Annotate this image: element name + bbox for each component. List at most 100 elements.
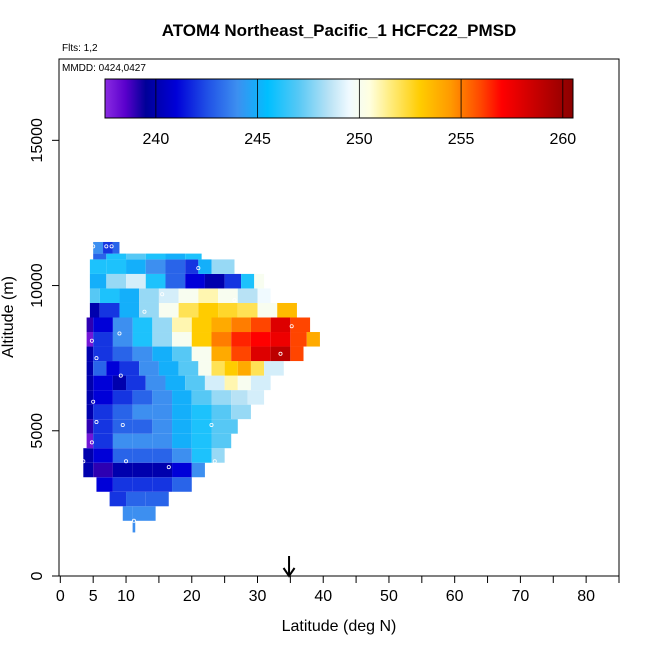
heatmap-cell [241,273,255,289]
heatmap-cell [132,520,136,533]
heatmap-cell [93,433,113,449]
heatmap-cell [112,477,133,492]
sample-point [289,324,294,329]
heatmap-cell [231,317,251,333]
heatmap-cell [106,273,127,289]
colorbar-tick-label: 245 [244,131,271,148]
heatmap-cell [191,433,212,449]
heatmap-cell [119,302,140,318]
heatmap-cell [247,390,265,405]
heatmap-cell [237,288,258,303]
heatmap-cell [132,506,156,521]
heatmap-cell [139,361,159,376]
heatmap-cell [250,346,271,362]
heatmap-cell [218,288,238,303]
heatmap-cell [132,448,153,463]
heatmap-cell [254,273,265,289]
heatmap-cell [132,477,153,492]
heatmap-cell [250,317,271,333]
heatmap-cell [191,419,212,434]
x-tick-label: 80 [577,588,595,605]
heatmap-cell [112,448,133,463]
heatmap-cell [93,332,113,347]
heatmap-cell [264,361,284,376]
heatmap-cell [211,419,238,434]
heatmap-cell [93,253,107,260]
heatmap-cell [86,375,94,391]
heatmap-cell [112,375,127,391]
heatmap-cell [204,375,225,391]
heatmap-cell [198,302,219,318]
heatmap-cell [158,302,179,318]
heatmap-cell [165,259,186,274]
heatmap-cell [191,448,212,463]
heatmap-cell [198,288,219,303]
heatmap-cell [172,346,192,362]
heatmap-cell [172,433,192,449]
colorbar-tick-label: 250 [346,131,373,148]
heatmap-cell [152,477,173,492]
heatmap-cell [112,433,133,449]
heatmap-cell [158,361,179,376]
heatmap-cell [119,288,140,303]
heatmap-cell [178,288,199,303]
heatmap-cell [290,346,304,362]
heatmap-cell [126,253,146,260]
heatmap-cell [185,375,205,391]
x-tick-label: 20 [183,588,201,605]
heatmap-cell [198,259,212,274]
heatmap-cell [224,361,238,376]
sample-point [212,459,217,464]
heatmap-cell [237,375,251,391]
heatmap-cell [257,288,271,303]
heatmap-cell [231,346,251,362]
heatmap-cell [106,253,127,260]
sample-point [94,420,99,425]
heatmap-cell [126,273,146,289]
heatmap-cell [119,361,140,376]
heatmap-cell [185,273,205,289]
sample-point [120,422,125,427]
heatmap-cell [83,448,94,463]
heatmap-cell [132,433,153,449]
heatmap-cell [145,375,166,391]
heatmap-cell [93,462,113,478]
heatmap-cell [96,477,113,492]
heatmap-cell [211,346,232,362]
sample-point [109,244,114,249]
sample-point [196,266,201,271]
heatmap-cell [112,462,133,478]
heatmap-cell [126,375,146,391]
sample-point [160,292,165,297]
heatmap-cell [257,302,278,318]
heatmap-cell [211,448,225,463]
sample-point [124,459,129,464]
sample-point [209,422,214,427]
heatmap-cell [83,462,94,478]
heatmap-cell [86,317,94,333]
heatmap-cell [152,404,173,420]
y-axis: 0 5000 10000 15000 [29,118,59,580]
heatmap-cell [145,259,166,274]
sample-point [117,331,122,336]
heatmap-cell [237,361,251,376]
colorbar-tick-label: 255 [448,131,475,148]
sample-point [104,244,109,249]
heatmap-cell [204,273,225,289]
colorbar-tick-lines [155,79,564,118]
sample-point [118,373,123,378]
heatmap-cell [158,288,179,303]
y-axis-label: Altitude (m) [0,276,17,358]
heatmap-cell [152,317,173,333]
heatmap-cell [172,477,192,492]
heatmap-cell [93,375,113,391]
heatmap-cell [152,332,173,347]
heatmap-cell [132,462,153,478]
heatmap-cell [172,404,192,420]
heatmap-cell [172,462,192,478]
heatmap-cell [112,404,133,420]
heatmap-cell [86,404,94,420]
x-tick-label: 10 [117,588,135,605]
heatmap-cell [231,390,248,405]
heatmap-cell [145,253,166,260]
